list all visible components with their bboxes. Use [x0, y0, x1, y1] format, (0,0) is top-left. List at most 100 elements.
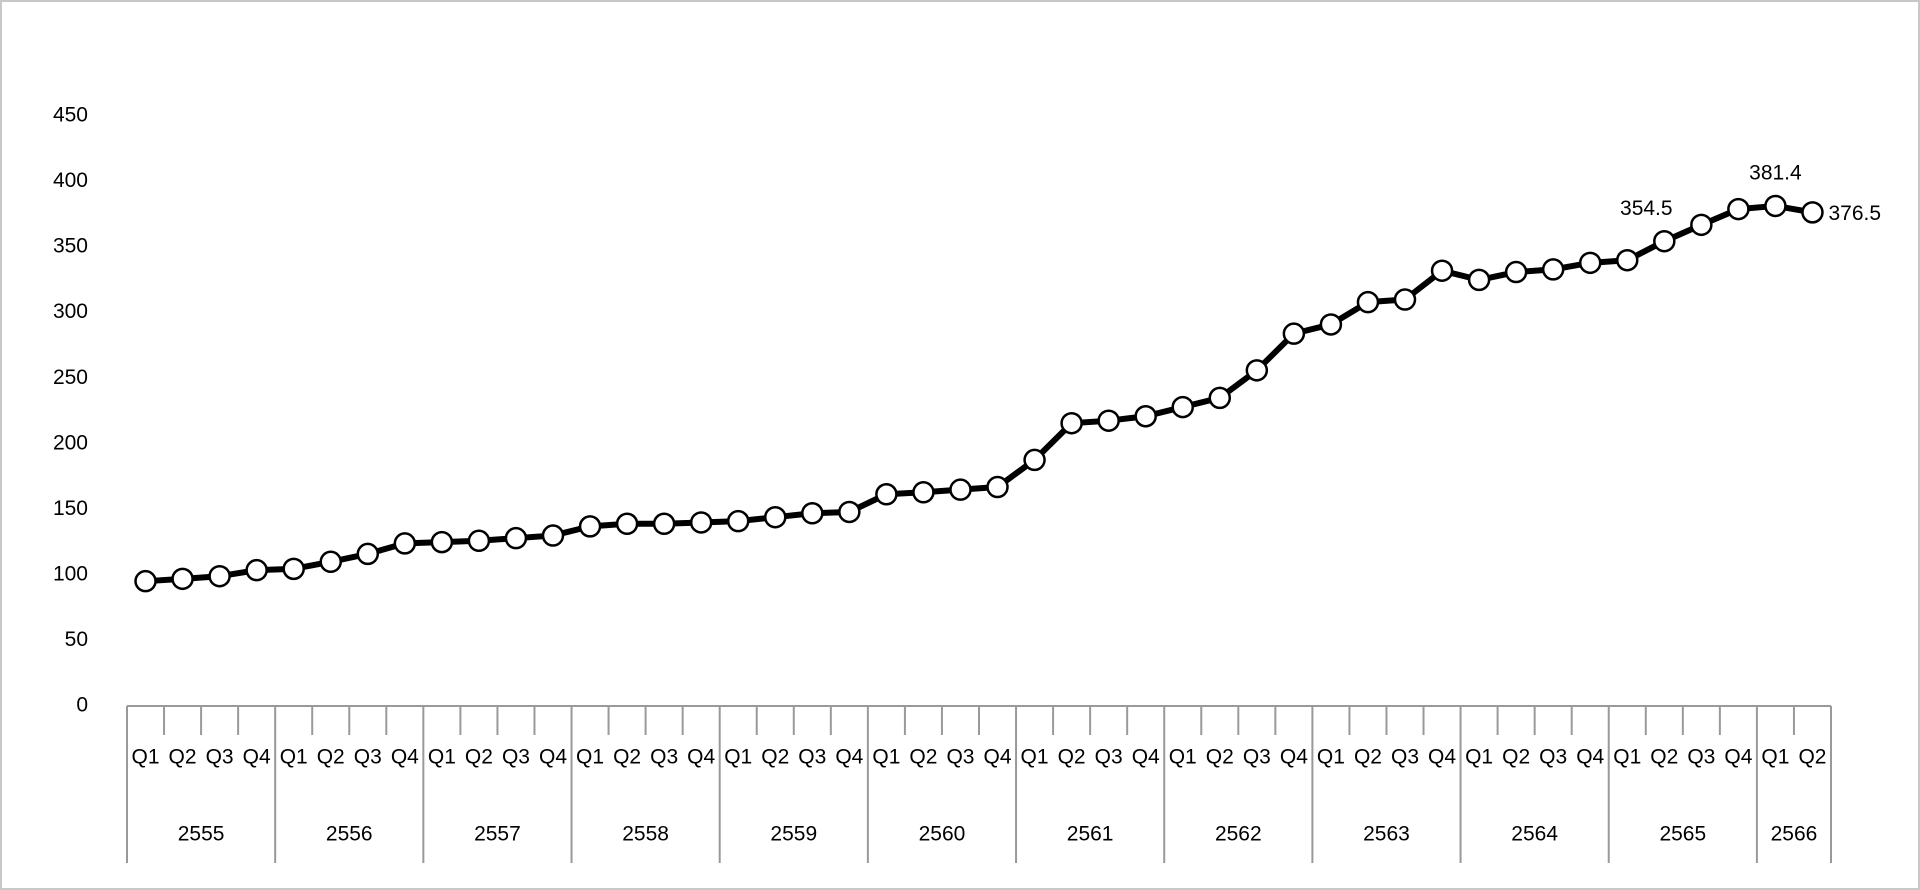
- x-tick-label: Q4: [391, 746, 419, 769]
- x-tick-label: Q3: [1539, 746, 1567, 769]
- point-marker: [1616, 248, 1639, 272]
- x-tick-label: Q2: [613, 746, 641, 769]
- group-label: 2566: [1771, 823, 1818, 846]
- x-tick-label: Q2: [1206, 746, 1234, 769]
- y-tick-label: 400: [53, 169, 88, 192]
- x-tick-label: Q2: [169, 746, 197, 769]
- x-tick-label: Q3: [1391, 746, 1419, 769]
- group-label: 2559: [770, 823, 817, 846]
- point-marker: [171, 567, 194, 591]
- x-tick-label: Q2: [1650, 746, 1678, 769]
- x-tick-label: Q4: [687, 746, 715, 769]
- x-tick-label: Q2: [1058, 746, 1086, 769]
- point-marker: [912, 481, 935, 504]
- x-tick-label: Q1: [1021, 746, 1049, 769]
- point-marker: [541, 524, 565, 547]
- x-tick-label: Q1: [576, 746, 604, 769]
- group-label: 2557: [474, 823, 521, 846]
- x-tick-label: Q4: [1280, 746, 1308, 769]
- x-tick-label: Q2: [1354, 746, 1382, 769]
- x-tick-label: Q2: [1502, 746, 1530, 769]
- x-tick-label: Q4: [1428, 746, 1456, 769]
- point-marker: [875, 483, 898, 506]
- point-marker: [282, 557, 305, 581]
- point-marker: [1504, 260, 1528, 284]
- series-line: [145, 202, 1813, 585]
- y-tick-label: 200: [53, 431, 88, 454]
- point-marker: [801, 502, 824, 525]
- point-marker: [134, 569, 157, 593]
- point-marker: [986, 475, 1009, 499]
- data-label: 376.5: [1828, 202, 1881, 225]
- x-tick-label: Q3: [206, 746, 234, 769]
- data-label: 381.4: [1749, 161, 1802, 184]
- y-tick-label: 100: [53, 562, 88, 585]
- point-marker: [208, 564, 231, 588]
- y-tick-label: 0: [76, 694, 88, 717]
- y-tick-label: 250: [53, 366, 88, 389]
- point-marker: [1430, 259, 1454, 282]
- y-tick-label: 450: [53, 104, 88, 127]
- x-tick-label: Q1: [1317, 746, 1345, 769]
- point-marker: [1653, 229, 1676, 253]
- point-marker: [764, 505, 787, 529]
- x-tick-label: Q3: [1095, 746, 1123, 769]
- point-marker: [504, 526, 528, 550]
- x-tick-label: Q4: [984, 746, 1012, 769]
- point-marker: [1171, 395, 1194, 419]
- point-marker: [1690, 213, 1713, 237]
- point-marker: [578, 515, 602, 538]
- data-label: 354.5: [1620, 197, 1673, 220]
- point-marker: [393, 532, 417, 555]
- x-tick-label: Q3: [798, 746, 826, 769]
- point-marker: [1060, 411, 1083, 435]
- y-tick-label: 350: [53, 235, 88, 258]
- point-marker: [726, 509, 750, 533]
- x-tick-label: Q1: [724, 746, 752, 769]
- group-label: 2564: [1511, 823, 1558, 846]
- point-marker: [1393, 288, 1417, 311]
- x-tick-label: Q4: [243, 746, 271, 769]
- x-tick-label: Q1: [280, 746, 308, 769]
- point-marker: [1467, 268, 1491, 292]
- point-marker: [838, 500, 861, 524]
- point-marker: [1801, 201, 1824, 224]
- point-marker: [1134, 404, 1157, 428]
- x-tick-label: Q3: [946, 746, 974, 769]
- x-tick-label: Q1: [132, 746, 160, 769]
- point-marker: [1245, 359, 1269, 382]
- x-tick-label: Q4: [1576, 746, 1604, 769]
- point-marker: [1208, 386, 1232, 410]
- point-marker: [1023, 448, 1046, 472]
- x-tick-label: Q1: [872, 746, 900, 769]
- x-tick-label: Q2: [1798, 746, 1826, 769]
- x-tick-label: Q4: [1132, 746, 1160, 769]
- point-marker: [356, 542, 380, 566]
- x-tick-label: Q4: [835, 746, 863, 769]
- x-tick-label: Q2: [317, 746, 345, 769]
- group-label: 2560: [919, 823, 966, 846]
- point-marker: [319, 550, 342, 574]
- point-marker: [1319, 313, 1343, 336]
- y-tick-label: 150: [53, 497, 88, 520]
- group-label: 2562: [1215, 823, 1262, 846]
- y-tick-label: 50: [65, 628, 88, 651]
- group-label: 2565: [1659, 823, 1706, 846]
- point-marker: [689, 511, 713, 534]
- group-label: 2556: [326, 823, 373, 846]
- point-marker: [245, 558, 268, 582]
- point-marker: [1541, 258, 1565, 281]
- x-tick-label: Q1: [1465, 746, 1493, 769]
- point-marker: [467, 529, 491, 553]
- x-tick-label: Q2: [761, 746, 789, 769]
- point-marker: [652, 512, 676, 536]
- point-marker: [430, 530, 454, 554]
- group-label: 2563: [1363, 823, 1410, 846]
- point-marker: [1356, 290, 1380, 314]
- y-tick-label: 300: [53, 300, 88, 323]
- x-tick-label: Q2: [465, 746, 493, 769]
- x-tick-label: Q1: [1169, 746, 1197, 769]
